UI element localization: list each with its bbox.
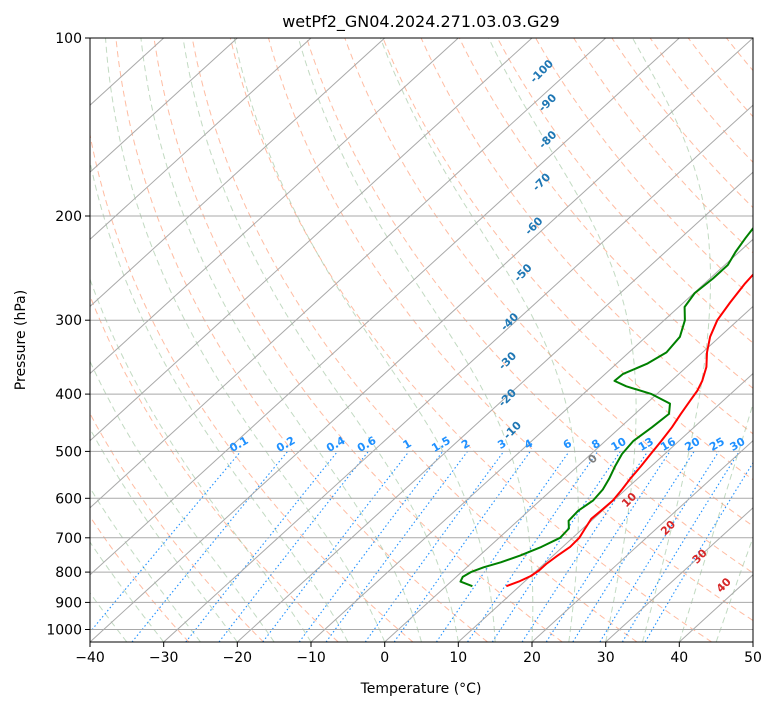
dry-adiabat-line: [90, 412, 264, 642]
mixing-ratio-line: [325, 451, 468, 642]
isotherm-line: [90, 38, 386, 308]
moist-adiabat-line: [90, 486, 201, 642]
x-tick-label: 50: [744, 650, 762, 666]
isotherm-line: [236, 171, 753, 642]
sounding-profiles: [459, 226, 753, 588]
isotherm-line: [90, 38, 459, 375]
x-tick-label: 40: [670, 650, 688, 666]
moist-adiabat-line: [632, 38, 711, 642]
plot-frame: [89, 37, 754, 643]
isotherm-line: [90, 38, 533, 442]
mixing-ratio-line: [262, 451, 410, 642]
x-tick-label: −20: [223, 650, 253, 666]
isotherm-line: [310, 238, 753, 642]
moist-adiabat-line: [90, 541, 165, 642]
y-tick-label: 300: [55, 313, 82, 329]
chart-title: wetPf2_GN04.2024.271.03.03.G29: [282, 12, 560, 32]
isotherm-line: [90, 38, 238, 173]
moist-adiabat-line: [90, 360, 275, 642]
x-tick-label: 20: [523, 650, 541, 666]
y-tick-label: 400: [55, 387, 82, 403]
isotherm-line: [457, 372, 753, 642]
isotherm-line: [605, 507, 753, 642]
x-tick-label: −10: [296, 650, 326, 666]
y-axis-label: Pressure (hPa): [13, 290, 29, 390]
x-tick-label: −30: [149, 650, 179, 666]
moist-adiabat-line: [678, 402, 753, 642]
y-tick-label: 600: [55, 491, 82, 507]
mixing-ratio-line: [621, 451, 740, 642]
isotherm-line: [90, 38, 680, 576]
x-tick-label: 30: [597, 650, 615, 666]
y-tick-label: 200: [55, 209, 82, 225]
y-tick-label: 100: [55, 31, 82, 47]
y-tick-label: 900: [55, 595, 82, 611]
mixing-ratio-line: [364, 451, 505, 642]
x-tick-label: 0: [380, 650, 389, 666]
moist-adiabat-line: [380, 38, 579, 642]
y-axis-ticks: 100 200 300 400 500 600 700 800 900 1000: [46, 31, 90, 639]
isotherm-line: [163, 104, 753, 642]
mixing-ratio-line: [572, 451, 695, 642]
mixing-ratio-line: [491, 451, 621, 642]
moist-adiabat-line: [297, 38, 534, 642]
y-tick-label: 800: [55, 565, 82, 581]
y-tick-label: 1000: [46, 623, 82, 639]
dry-adiabats: [90, 38, 753, 642]
dry-adiabat-line: [90, 515, 190, 642]
moist-adiabat-line: [140, 38, 422, 642]
moist-adiabat-line: [90, 592, 128, 642]
mixing-ratio-line: [90, 451, 242, 633]
temperature-profile: [505, 273, 753, 588]
dry-adiabat-line: [153, 38, 563, 642]
isotherm-line: [90, 38, 753, 642]
mixing-ratio-line: [435, 451, 570, 642]
moist-adiabats: [90, 38, 753, 642]
moist-adiabat-line: [488, 38, 637, 642]
moist-adiabat-line: [90, 159, 349, 642]
isotherm-line: [531, 439, 753, 642]
isotherm-line: [384, 305, 753, 642]
isotherms: [90, 38, 753, 642]
y-tick-label: 500: [55, 444, 82, 460]
dewpoint-profile: [459, 226, 753, 588]
mixing-ratio-line: [599, 451, 720, 642]
isotherm-line: [90, 38, 312, 241]
dry-adiabat-line: [115, 38, 488, 642]
x-tick-label: 10: [449, 650, 467, 666]
dry-adiabat-line: [268, 38, 753, 622]
isobars: [90, 38, 753, 630]
mixing-ratio-line: [545, 451, 671, 642]
dry-adiabat-line: [306, 38, 753, 574]
moist-adiabat-line: [90, 427, 238, 642]
moist-adiabat-line: [233, 38, 496, 642]
mixing-ratio-line: [467, 451, 599, 642]
moist-adiabat-line: [715, 536, 753, 642]
isotherm-line: [90, 38, 607, 509]
moist-adiabat-line: [105, 38, 386, 642]
x-axis-ticks: −40 −30 −20 −10 0 10 20 30 40 50: [75, 642, 762, 666]
y-tick-label: 700: [55, 531, 82, 547]
x-tick-label: −40: [75, 650, 105, 666]
dry-adiabat-line: [535, 38, 753, 299]
x-axis-label: Temperature (°C): [360, 681, 482, 697]
mixing-ratio-line: [131, 451, 289, 642]
moist-adiabat-line: [182, 38, 459, 642]
mixing-ratio-line: [298, 451, 444, 642]
dry-adiabat-line: [90, 132, 414, 642]
mixing-ratio-line: [185, 451, 339, 642]
dry-adiabat-line: [191, 38, 638, 642]
